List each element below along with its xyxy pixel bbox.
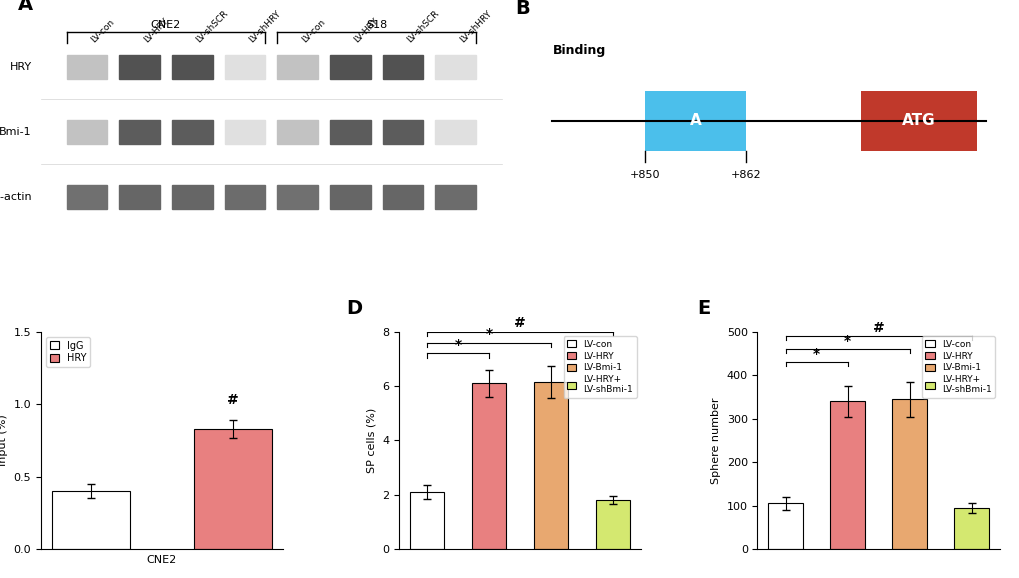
Text: LV-shHRY: LV-shHRY	[458, 9, 493, 45]
Bar	[194, 429, 272, 549]
Bar	[66, 120, 107, 144]
FancyBboxPatch shape	[644, 91, 745, 151]
Text: CNE2: CNE2	[151, 20, 180, 29]
Bar	[954, 508, 987, 549]
Text: A: A	[689, 113, 700, 128]
Legend: LV-con, LV-HRY, LV-Bmi-1, LV-HRY+
LV-shBmi-1: LV-con, LV-HRY, LV-Bmi-1, LV-HRY+ LV-shB…	[921, 336, 995, 398]
Text: S18: S18	[366, 20, 387, 29]
Legend: IgG, HRY: IgG, HRY	[46, 336, 91, 367]
Bar	[435, 55, 476, 79]
Bar	[224, 120, 265, 144]
Bar	[382, 55, 423, 79]
Bar	[172, 55, 212, 79]
Bar	[224, 55, 265, 79]
Bar	[277, 55, 318, 79]
Text: LV-HRY: LV-HRY	[142, 17, 170, 45]
Bar	[382, 185, 423, 209]
Bar	[410, 492, 444, 549]
Text: LV-con: LV-con	[300, 18, 326, 45]
Text: *: *	[812, 347, 819, 361]
Bar	[172, 120, 212, 144]
Text: A: A	[17, 0, 33, 14]
Text: Binding: Binding	[552, 44, 605, 57]
Y-axis label: Sphere number: Sphere number	[710, 397, 720, 484]
Bar	[435, 185, 476, 209]
Legend: LV-con, LV-HRY, LV-Bmi-1, LV-HRY+
LV-shBmi-1: LV-con, LV-HRY, LV-Bmi-1, LV-HRY+ LV-shB…	[562, 336, 636, 398]
Text: #: #	[514, 316, 526, 331]
Bar	[892, 399, 925, 549]
Text: HRY: HRY	[9, 62, 32, 72]
Bar	[330, 185, 370, 209]
Bar	[277, 185, 318, 209]
Text: +862: +862	[730, 170, 760, 180]
Text: Bmi-1: Bmi-1	[0, 127, 32, 137]
Bar	[224, 185, 265, 209]
Text: *: *	[485, 327, 492, 341]
FancyBboxPatch shape	[860, 91, 975, 151]
Bar	[330, 120, 370, 144]
Text: LV-HRY: LV-HRY	[353, 17, 380, 45]
Text: +850: +850	[629, 170, 659, 180]
Bar	[172, 185, 212, 209]
Y-axis label: Input (%): Input (%)	[0, 414, 8, 466]
Text: B: B	[515, 0, 530, 18]
Bar	[595, 500, 630, 549]
Text: LV-shHRY: LV-shHRY	[247, 9, 282, 45]
Text: ATG: ATG	[901, 113, 934, 128]
Text: *: *	[843, 334, 850, 349]
Text: *: *	[454, 338, 462, 352]
Text: LV-shSCR: LV-shSCR	[405, 9, 440, 45]
Bar	[829, 401, 864, 549]
Bar	[66, 55, 107, 79]
Text: D: D	[345, 299, 362, 318]
Bar	[277, 120, 318, 144]
Y-axis label: SP cells (%): SP cells (%)	[367, 408, 376, 473]
Bar	[534, 382, 568, 549]
Bar	[472, 383, 505, 549]
Bar	[52, 491, 129, 549]
Bar	[435, 120, 476, 144]
Text: LV-con: LV-con	[89, 18, 116, 45]
Bar	[66, 185, 107, 209]
Bar	[330, 55, 370, 79]
Bar	[767, 503, 802, 549]
Text: #: #	[227, 393, 238, 407]
Bar	[382, 120, 423, 144]
Bar	[119, 185, 160, 209]
Bar	[119, 55, 160, 79]
Text: E: E	[696, 299, 709, 318]
Text: #: #	[872, 321, 883, 335]
Bar	[119, 120, 160, 144]
Text: β-actin: β-actin	[0, 192, 32, 202]
X-axis label: CNE2: CNE2	[147, 555, 177, 565]
Text: LV-shSCR: LV-shSCR	[195, 9, 230, 45]
